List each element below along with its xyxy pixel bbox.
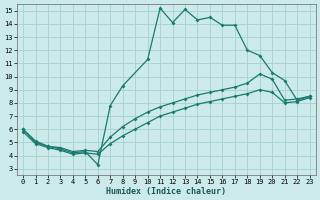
X-axis label: Humidex (Indice chaleur): Humidex (Indice chaleur) xyxy=(106,187,226,196)
